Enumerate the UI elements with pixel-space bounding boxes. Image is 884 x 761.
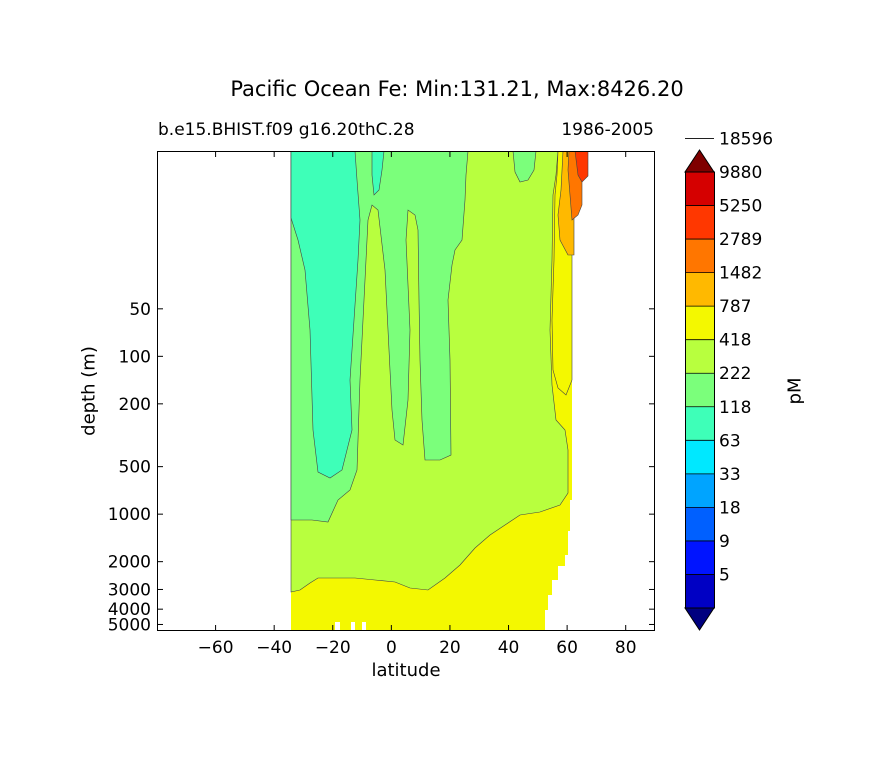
y-tick-label: 200 — [119, 395, 151, 415]
colorbar-level-label: 2789 — [719, 230, 762, 250]
case-name: b.e15.BHIST.f09 g16.20thC.28 — [158, 120, 415, 140]
contour-band-5250-9880 — [574, 151, 589, 183]
y-tick-label: 50 — [129, 300, 151, 320]
colorbar-level-label: 222 — [719, 364, 751, 384]
colorbar-level-label: 9880 — [719, 163, 762, 183]
colorbar-segment — [685, 239, 714, 273]
plot-frame — [157, 151, 655, 631]
colorbar-level-label: 787 — [719, 297, 751, 317]
colorbar-level-label: 5250 — [719, 197, 762, 217]
contour-band-118-222-center — [371, 151, 385, 196]
colorbar-extend-max — [684, 149, 715, 173]
colorbar-segment — [685, 473, 714, 508]
x-tick-label: 40 — [498, 638, 520, 658]
contour-band-118-222-west — [290, 151, 361, 479]
colorbar-level-label: 18 — [719, 498, 741, 518]
contour-fields — [290, 151, 589, 631]
x-tick-label: 0 — [386, 638, 397, 658]
y-tick-label: 1000 — [108, 505, 151, 525]
contour-band-222-418-pocket — [512, 151, 537, 183]
x-axis-label: latitude — [371, 660, 441, 681]
colorbar: 5 9 18 33 63 118 222 418 787 1482 2789 5250 9880 1859… — [684, 129, 773, 631]
colorbar-level-label: 63 — [719, 431, 741, 451]
colorbar-segment — [685, 339, 714, 374]
chart-title: Pacific Ocean Fe: Min:131.21, Max:8426.2… — [230, 77, 684, 101]
missing-data-gap — [335, 622, 340, 631]
y-tick-label: 100 — [119, 347, 151, 367]
colorbar-segment — [685, 507, 714, 541]
colorbar-segment — [685, 373, 714, 407]
x-tick-label: 80 — [615, 638, 637, 658]
colorbar-level-label: 118 — [719, 398, 751, 418]
x-tick-label: −40 — [256, 638, 292, 658]
y-tick-label: 5000 — [108, 615, 151, 635]
y-tick-label: 500 — [119, 458, 151, 478]
y-tick-label: 4000 — [108, 600, 151, 620]
colorbar-segment — [685, 406, 714, 441]
colorbar-segment — [685, 272, 714, 307]
date-range: 1986-2005 — [561, 120, 654, 140]
missing-data-gap — [362, 622, 366, 631]
colorbar-segment — [685, 205, 714, 240]
y-tick-label: 3000 — [108, 580, 151, 600]
colorbar-level-label: 1482 — [719, 264, 762, 284]
colorbar-level-label: 418 — [719, 331, 751, 351]
x-tick-label: 20 — [439, 638, 461, 658]
colorbar-extend-min — [684, 607, 715, 631]
colorbar-segment — [685, 306, 714, 340]
colorbar-segment — [685, 440, 714, 474]
colorbar-level-label: 33 — [719, 465, 741, 485]
x-tick-label: −20 — [315, 638, 351, 658]
x-tick-label: 60 — [556, 638, 578, 658]
x-tick-label: −60 — [198, 638, 234, 658]
colorbar-segment — [685, 540, 714, 575]
missing-data-gap — [351, 622, 355, 631]
colorbar-segment — [685, 172, 714, 206]
colorbar-level-label: 18596 — [719, 129, 773, 149]
colorbar-level-label: 5 — [719, 565, 730, 585]
colorbar-level-label: 9 — [719, 532, 730, 552]
y-tick-label: 2000 — [108, 553, 151, 573]
colorbar-segment — [685, 574, 714, 608]
x-axis-ticks: −60 −40 −20 0 20 40 60 80 — [198, 151, 637, 658]
